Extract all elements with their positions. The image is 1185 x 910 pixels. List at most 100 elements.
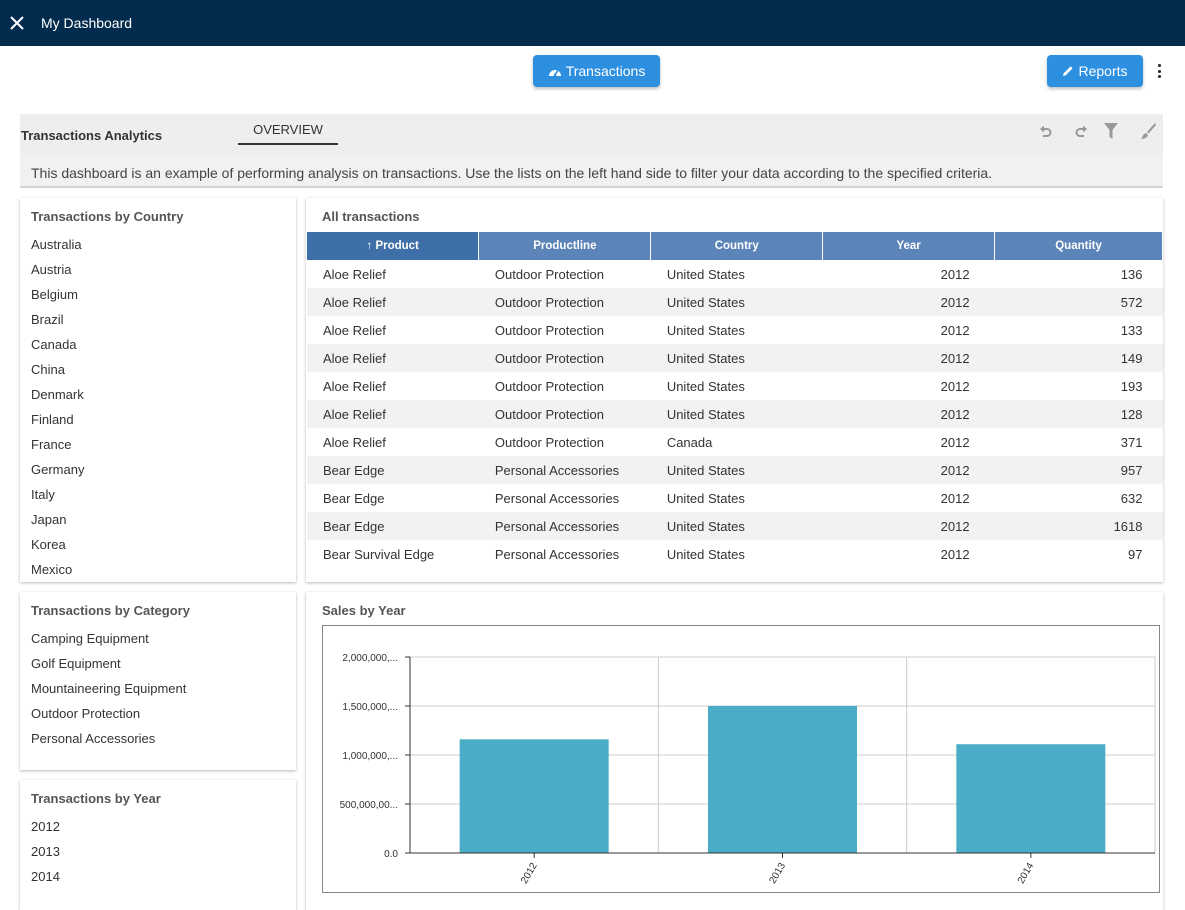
cell-country: United States	[650, 288, 823, 316]
list-item[interactable]: China	[31, 362, 65, 377]
cell-product: Aloe Relief	[307, 400, 479, 428]
table-row[interactable]: Aloe Relief Outdoor Protection United Stat…	[307, 400, 1163, 428]
list-item[interactable]: Mountaineering Equipment	[31, 681, 187, 696]
cell-quantity: 632	[1120, 490, 1143, 506]
app-title: My Dashboard	[41, 15, 133, 31]
cell-country: United States	[650, 344, 823, 372]
cell-year: 2012	[822, 512, 995, 540]
list-item[interactable]: Canada	[31, 337, 77, 352]
table-row[interactable]: Aloe Relief Outdoor Protection United Stat…	[307, 260, 1163, 288]
column-header-product[interactable]: ↑ Product	[307, 232, 480, 260]
cell-product: Bear Edge	[307, 512, 479, 540]
cell-product: Aloe Relief	[323, 378, 386, 394]
cell-product: Aloe Relief	[307, 344, 479, 372]
more-menu-button[interactable]	[1153, 62, 1165, 80]
list-item[interactable]: Mexico	[31, 562, 73, 577]
cell-quantity: 128	[994, 400, 1163, 428]
y-tick-label: 2,000,000,...	[342, 653, 398, 664]
list-item[interactable]: Denmark	[31, 387, 84, 402]
cell-country: Canada	[666, 434, 713, 450]
cell-productline: Outdoor Protection	[478, 400, 651, 428]
list-item[interactable]: Austria	[31, 262, 72, 277]
list-item[interactable]: Brazil	[31, 312, 64, 327]
style-button[interactable]	[1137, 120, 1159, 142]
list-item[interactable]: 2013	[31, 844, 60, 859]
close-button[interactable]	[0, 0, 34, 46]
pencil-icon	[1063, 66, 1074, 76]
column-label: Product	[375, 240, 419, 252]
redo-button[interactable]	[1069, 120, 1091, 142]
country-list: Australia Austria Belgium Brazil Canada …	[31, 237, 84, 587]
cell-year: 2012	[940, 546, 970, 562]
list-item[interactable]: Personal Accessories	[31, 731, 156, 746]
list-item[interactable]: 2014	[31, 869, 60, 884]
list-item[interactable]: Japan	[31, 512, 67, 527]
category-list: Camping Equipment Golf Equipment Mountai…	[31, 631, 186, 756]
cell-country: United States	[666, 378, 745, 394]
filter-button[interactable]	[1100, 120, 1122, 142]
bar-2014	[956, 744, 1106, 853]
cell-quantity: 957	[994, 456, 1163, 484]
table-row[interactable]: Aloe Relief Outdoor Protection United Stat…	[307, 372, 1163, 400]
cell-productline: Personal Accessories	[494, 490, 620, 506]
cell-year: 2012	[940, 266, 970, 282]
list-item[interactable]: Germany	[31, 462, 85, 477]
cell-quantity: 149	[994, 344, 1163, 372]
cell-quantity: 136	[1120, 266, 1143, 282]
cell-country: United States	[666, 490, 745, 506]
cell-quantity: 97	[1128, 546, 1143, 562]
list-item[interactable]: Belgium	[31, 287, 78, 302]
table-row[interactable]: Bear Edge Personal Accessories United Stat…	[307, 484, 1163, 512]
table-row[interactable]: Aloe Relief Outdoor Protection United Stat…	[307, 344, 1163, 372]
cell-productline: Personal Accessories	[478, 456, 651, 484]
cell-productline: Outdoor Protection	[494, 378, 605, 394]
list-item[interactable]: Australia	[31, 237, 82, 252]
cell-product: Bear Edge	[307, 456, 479, 484]
transactions-button[interactable]: Transactions	[533, 55, 660, 87]
cell-year: 2012	[822, 344, 995, 372]
undo-icon	[1040, 125, 1052, 137]
column-header-quantity[interactable]: Quantity	[994, 232, 1163, 260]
bar-chart-svg: 0.0 500,000,00... 1,000,000,... 1,500,000,.…	[340, 653, 1156, 886]
tab-overview[interactable]: OVERVIEW	[238, 122, 338, 145]
column-header-country[interactable]: Country	[650, 232, 824, 260]
column-header-productline[interactable]: Productline	[478, 232, 652, 260]
table-title: All transactions	[322, 209, 420, 224]
transactions-table: ↑ Product Productline Country Year Quant…	[307, 232, 1163, 568]
list-item[interactable]: Finland	[31, 412, 74, 427]
cell-productline: Personal Accessories	[494, 546, 620, 562]
x-tick-label: 2013	[767, 861, 788, 886]
reports-button[interactable]: Reports	[1047, 55, 1143, 87]
app-header: My Dashboard	[0, 0, 1185, 46]
sales-chart: 0.0 500,000,00... 1,000,000,... 1,500,000,.…	[322, 625, 1160, 893]
column-header-year[interactable]: Year	[822, 232, 996, 260]
table-header-row: ↑ Product Productline Country Year Quant…	[307, 232, 1163, 260]
year-filter-title: Transactions by Year	[31, 791, 161, 806]
table-row[interactable]: Aloe Relief Outdoor Protection United Stat…	[307, 288, 1163, 316]
dashboard-description: This dashboard is an example of performi…	[31, 165, 993, 181]
cell-year: 2012	[822, 288, 995, 316]
table-row[interactable]: Bear Edge Personal Accessories United Stat…	[307, 456, 1163, 484]
undo-button[interactable]	[1036, 120, 1058, 142]
cell-country: United States	[650, 456, 823, 484]
brush-icon	[1141, 123, 1156, 139]
category-filter-title: Transactions by Category	[31, 603, 190, 618]
table-row[interactable]: Bear Edge Personal Accessories United Stat…	[307, 512, 1163, 540]
cell-country: United States	[650, 512, 823, 540]
table-row[interactable]: Bear Survival Edge Personal Accessories Un…	[307, 540, 1163, 568]
list-item[interactable]: Korea	[31, 537, 66, 552]
cell-year: 2012	[940, 322, 970, 338]
list-item[interactable]: Golf Equipment	[31, 656, 121, 671]
list-item[interactable]: Italy	[31, 487, 55, 502]
cell-productline: Outdoor Protection	[478, 344, 651, 372]
cell-quantity: 572	[994, 288, 1163, 316]
close-icon	[10, 16, 24, 30]
table-row[interactable]: Aloe Relief Outdoor Protection Canada 2012 3…	[307, 428, 1163, 456]
table-row[interactable]: Aloe Relief Outdoor Protection United Stat…	[307, 316, 1163, 344]
list-item[interactable]: 2012	[31, 819, 60, 834]
country-filter-card: Transactions by Country Australia Austri…	[20, 198, 296, 582]
list-item[interactable]: Outdoor Protection	[31, 706, 141, 721]
reports-label: Reports	[1078, 63, 1128, 79]
list-item[interactable]: Camping Equipment	[31, 631, 149, 646]
list-item[interactable]: France	[31, 437, 72, 452]
